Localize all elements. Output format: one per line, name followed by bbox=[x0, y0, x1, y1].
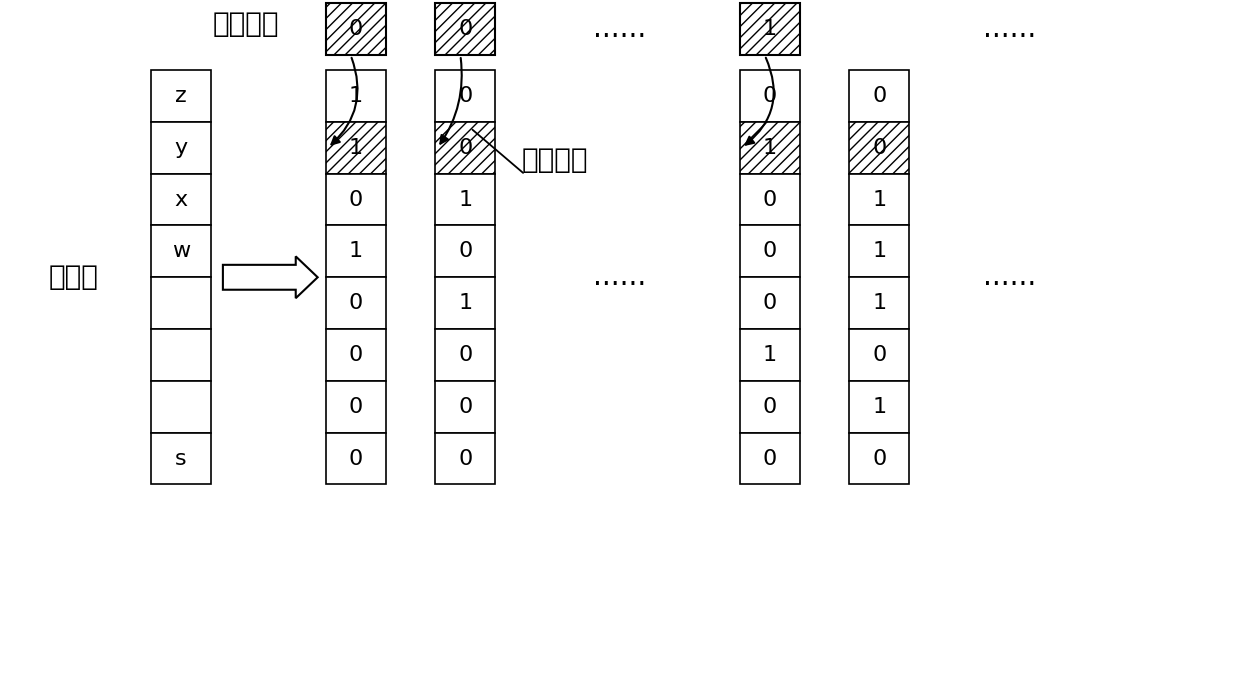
Text: 信息插入: 信息插入 bbox=[522, 146, 589, 174]
Bar bbox=[435, 226, 495, 278]
Text: 1: 1 bbox=[348, 138, 362, 158]
Text: 0: 0 bbox=[348, 189, 363, 210]
Text: 1: 1 bbox=[459, 293, 472, 313]
Text: ......: ...... bbox=[594, 15, 646, 43]
Bar bbox=[151, 432, 211, 484]
Text: 1: 1 bbox=[348, 86, 362, 106]
Bar bbox=[740, 174, 800, 226]
Text: 0: 0 bbox=[459, 86, 472, 106]
Text: 0: 0 bbox=[763, 86, 776, 106]
Bar bbox=[326, 381, 386, 432]
Bar bbox=[740, 381, 800, 432]
Text: ......: ...... bbox=[594, 263, 646, 291]
Bar bbox=[326, 122, 386, 174]
Text: 0: 0 bbox=[763, 397, 776, 417]
Text: 0: 0 bbox=[348, 345, 363, 365]
Bar bbox=[849, 122, 909, 174]
Bar bbox=[151, 278, 211, 329]
Text: 0: 0 bbox=[872, 345, 887, 365]
Text: 0: 0 bbox=[459, 397, 472, 417]
Bar bbox=[740, 3, 800, 55]
Bar bbox=[740, 329, 800, 381]
Text: 0: 0 bbox=[763, 448, 776, 468]
Text: 0: 0 bbox=[348, 19, 363, 40]
Bar bbox=[151, 226, 211, 278]
Bar bbox=[151, 329, 211, 381]
Bar bbox=[740, 432, 800, 484]
Bar bbox=[151, 122, 211, 174]
Text: 0: 0 bbox=[763, 293, 776, 313]
Bar bbox=[849, 70, 909, 122]
Bar bbox=[326, 226, 386, 278]
Bar bbox=[849, 226, 909, 278]
Bar bbox=[435, 122, 495, 174]
Text: 语音流: 语音流 bbox=[48, 263, 98, 291]
Bar bbox=[326, 70, 386, 122]
Text: 0: 0 bbox=[872, 138, 887, 158]
Bar bbox=[849, 432, 909, 484]
Bar bbox=[849, 174, 909, 226]
Text: z: z bbox=[175, 86, 187, 106]
Text: 1: 1 bbox=[348, 242, 362, 262]
Bar bbox=[435, 70, 495, 122]
Text: 1: 1 bbox=[459, 189, 472, 210]
Bar bbox=[435, 3, 495, 55]
Text: 0: 0 bbox=[459, 448, 472, 468]
Text: w: w bbox=[172, 242, 190, 262]
Bar bbox=[151, 70, 211, 122]
Text: 0: 0 bbox=[348, 448, 363, 468]
Text: 0: 0 bbox=[763, 189, 776, 210]
Bar bbox=[326, 278, 386, 329]
Text: ......: ...... bbox=[982, 263, 1035, 291]
Text: ......: ...... bbox=[982, 15, 1035, 43]
Text: x: x bbox=[175, 189, 187, 210]
Text: 0: 0 bbox=[459, 19, 472, 40]
Bar bbox=[740, 122, 800, 174]
Bar bbox=[151, 381, 211, 432]
Bar bbox=[740, 70, 800, 122]
Text: 0: 0 bbox=[459, 138, 472, 158]
Text: 1: 1 bbox=[763, 19, 776, 40]
Bar bbox=[740, 278, 800, 329]
Text: 1: 1 bbox=[763, 345, 776, 365]
Text: 0: 0 bbox=[348, 293, 363, 313]
Text: 0: 0 bbox=[459, 242, 472, 262]
Bar bbox=[849, 329, 909, 381]
Bar bbox=[326, 3, 386, 55]
Text: 1: 1 bbox=[873, 397, 887, 417]
Bar bbox=[435, 3, 495, 55]
Bar bbox=[740, 122, 800, 174]
Bar bbox=[435, 432, 495, 484]
Text: y: y bbox=[175, 138, 187, 158]
Bar bbox=[740, 3, 800, 55]
Text: 隐秘信息: 隐秘信息 bbox=[212, 10, 279, 38]
FancyArrow shape bbox=[223, 256, 317, 298]
Text: 1: 1 bbox=[873, 242, 887, 262]
Text: 0: 0 bbox=[872, 448, 887, 468]
Bar bbox=[435, 381, 495, 432]
Text: 0: 0 bbox=[872, 86, 887, 106]
Text: s: s bbox=[175, 448, 187, 468]
Bar bbox=[435, 278, 495, 329]
Bar bbox=[326, 432, 386, 484]
Text: 1: 1 bbox=[873, 189, 887, 210]
Text: 0: 0 bbox=[348, 397, 363, 417]
Bar bbox=[849, 381, 909, 432]
Text: 0: 0 bbox=[763, 242, 776, 262]
Bar bbox=[326, 3, 386, 55]
Text: 0: 0 bbox=[459, 345, 472, 365]
Text: 1: 1 bbox=[763, 138, 776, 158]
Bar bbox=[849, 122, 909, 174]
Bar bbox=[151, 174, 211, 226]
Bar bbox=[326, 174, 386, 226]
Bar bbox=[326, 329, 386, 381]
Text: 1: 1 bbox=[873, 293, 887, 313]
Bar bbox=[849, 278, 909, 329]
Bar bbox=[435, 174, 495, 226]
Bar bbox=[326, 122, 386, 174]
Bar bbox=[435, 122, 495, 174]
Bar bbox=[740, 226, 800, 278]
Bar bbox=[435, 329, 495, 381]
